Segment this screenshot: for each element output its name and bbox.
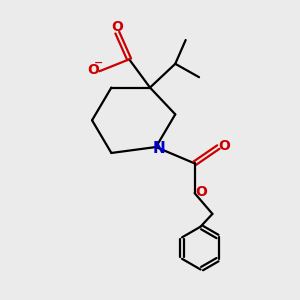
Text: O: O <box>195 184 207 199</box>
Text: −: − <box>94 58 104 68</box>
Text: O: O <box>111 20 123 34</box>
Text: N: N <box>152 141 165 156</box>
Text: O: O <box>218 140 230 153</box>
Text: O: O <box>87 63 99 77</box>
